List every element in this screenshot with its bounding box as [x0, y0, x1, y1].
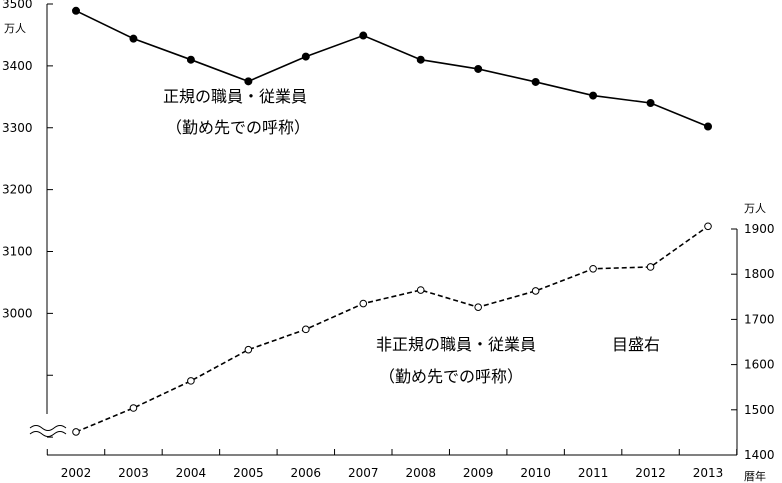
- right-axis-ticks: 1400 1500 1600 1700 1800 1900: [731, 222, 775, 462]
- right-axis-note: 目盛右: [612, 335, 660, 354]
- left-tick-label-3200: 3200: [2, 183, 33, 197]
- series-nonregular-point-2009: [474, 303, 482, 311]
- x-tick-label-2006: 2006: [291, 466, 322, 480]
- series-nonregular-point-2002: [72, 428, 80, 436]
- series-nonregular-point-2003: [129, 404, 138, 412]
- series-regular-point-2002: [72, 6, 80, 15]
- series-regular: [72, 6, 712, 131]
- left-tick-label-3000: 3000: [2, 306, 33, 320]
- series-nonregular-label-line1: 非正規の職員・従業員: [376, 335, 536, 354]
- series-nonregular-point-2007: [359, 299, 368, 308]
- series-regular-point-2011: [589, 91, 598, 100]
- series-nonregular-point-2012: [646, 263, 655, 271]
- series-regular-line: [75, 10, 709, 128]
- series-nonregular-label-line2: （勤め先での呼称）: [379, 367, 523, 386]
- series-regular-label-line2: （勤め先での呼称）: [166, 118, 310, 137]
- right-axis-unit: 万人: [744, 202, 766, 215]
- series-nonregular-point-2005: [244, 345, 253, 354]
- x-tick-label-2009: 2009: [463, 466, 494, 480]
- left-axis-unit: 万人: [4, 22, 26, 35]
- x-tick-label-2011: 2011: [578, 466, 609, 480]
- x-tick-label-2007: 2007: [348, 466, 379, 480]
- series-regular-point-2013: [704, 122, 712, 131]
- x-axis-ticks: 2002 2003 2004 2005 2006 2007 2008 2009 2010 2011…: [46, 449, 738, 480]
- series-regular-point-2010: [531, 77, 540, 86]
- left-axis-ticks: 3000 3100 3200 3300 3400 3500: [2, 0, 53, 438]
- x-tick-label-2010: 2010: [520, 466, 551, 480]
- right-tick-label-1500: 1500: [744, 403, 775, 417]
- series-nonregular-point-2011: [589, 264, 597, 273]
- left-tick-label-3500: 3500: [2, 0, 33, 11]
- series-nonregular-point-2004: [187, 377, 195, 385]
- series-regular-point-2006: [301, 52, 310, 61]
- series-nonregular-point-2008: [416, 286, 425, 294]
- series-nonregular-line: [75, 225, 709, 433]
- right-tick-label-1700: 1700: [744, 312, 775, 326]
- series-nonregular: [72, 222, 712, 436]
- series-nonregular-point-2013: [704, 222, 712, 231]
- series-regular-point-2012: [646, 99, 655, 107]
- series-regular-point-2009: [474, 64, 483, 73]
- right-tick-label-1800: 1800: [744, 267, 775, 281]
- x-tick-label-2003: 2003: [118, 466, 149, 480]
- left-tick-label-3400: 3400: [2, 59, 33, 73]
- right-tick-label-1600: 1600: [744, 358, 775, 372]
- series-nonregular-point-2010: [531, 287, 540, 295]
- x-tick-label-2002: 2002: [61, 466, 92, 480]
- left-tick-label-3300: 3300: [2, 121, 33, 135]
- series-regular-point-2004: [186, 55, 195, 64]
- x-tick-label-2012: 2012: [635, 466, 666, 480]
- x-tick-label-2005: 2005: [233, 466, 264, 480]
- right-tick-label-1900: 1900: [744, 222, 775, 236]
- x-tick-label-2013: 2013: [693, 466, 724, 480]
- x-axis-unit: 暦年: [744, 469, 766, 483]
- series-regular-point-2003: [129, 34, 138, 43]
- axis-break-icon: [29, 425, 67, 437]
- series-regular-point-2005: [244, 77, 253, 86]
- series-regular-point-2008: [416, 55, 425, 64]
- x-tick-label-2008: 2008: [405, 466, 436, 480]
- series-nonregular-point-2006: [302, 325, 310, 334]
- series-regular-label-line1: 正規の職員・従業員: [163, 87, 307, 106]
- series-regular-point-2007: [359, 31, 368, 40]
- x-tick-label-2004: 2004: [176, 466, 207, 480]
- left-tick-label-3100: 3100: [2, 245, 33, 259]
- right-tick-label-1400: 1400: [744, 448, 775, 462]
